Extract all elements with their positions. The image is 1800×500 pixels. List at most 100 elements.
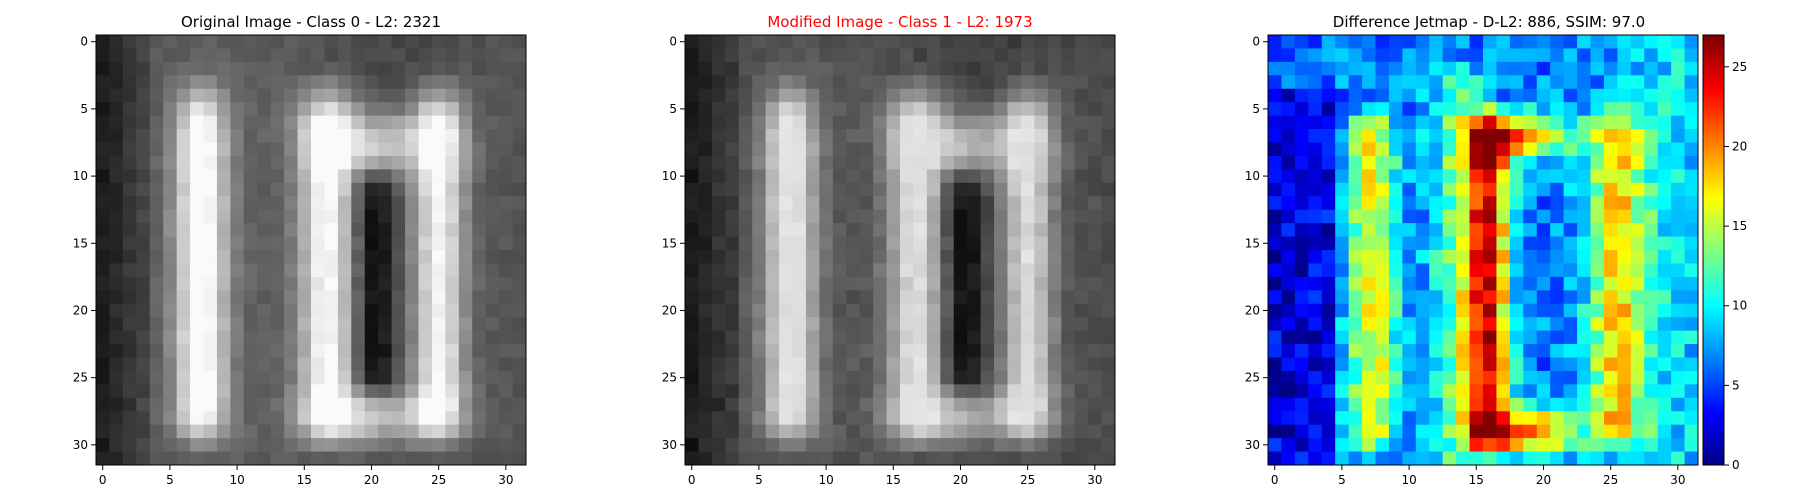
heatmap-cell <box>1375 250 1390 264</box>
heatmap-cell <box>243 357 258 372</box>
heatmap-cell <box>337 75 352 90</box>
heatmap-cell <box>913 155 928 170</box>
heatmap-cell <box>873 142 887 157</box>
heatmap-cell <box>109 290 124 305</box>
heatmap-cell <box>792 250 807 264</box>
heatmap-cell <box>1456 88 1470 103</box>
heatmap-cell <box>297 61 312 76</box>
heatmap-cell <box>1020 209 1035 224</box>
colorbar-segment <box>1703 164 1724 169</box>
heatmap-cell <box>779 48 793 63</box>
heatmap-cell <box>1388 263 1403 278</box>
heatmap-cell <box>1577 75 1591 90</box>
heatmap-cell <box>1020 317 1035 332</box>
heatmap-cell <box>284 303 298 318</box>
heatmap-cell <box>149 303 164 318</box>
heatmap-cell <box>485 88 500 103</box>
heatmap-cell <box>819 303 834 318</box>
heatmap-cell <box>243 344 258 358</box>
heatmap-cell <box>752 61 767 76</box>
heatmap-cell <box>122 61 137 76</box>
heatmap-cell <box>445 155 460 170</box>
heatmap-cell <box>1088 276 1102 291</box>
heatmap-cell <box>1469 182 1484 197</box>
heatmap-cell <box>230 451 245 466</box>
heatmap-cell <box>270 182 285 197</box>
heatmap-cell <box>765 169 780 184</box>
heatmap-cell <box>1429 61 1444 76</box>
heatmap-cell <box>1442 155 1457 170</box>
heatmap-cell <box>913 209 928 224</box>
heatmap-cell <box>1536 88 1551 103</box>
heatmap-cell <box>1509 397 1524 412</box>
heatmap-cell <box>1429 451 1444 466</box>
heatmap-cell <box>472 61 487 76</box>
heatmap-cell <box>418 370 433 385</box>
heatmap-cell <box>458 236 473 251</box>
heatmap-cell <box>405 330 419 345</box>
heatmap-cell <box>1657 397 1672 412</box>
heatmap-cell <box>1088 102 1102 117</box>
heatmap-cell <box>458 411 473 426</box>
heatmap-cell <box>1630 155 1645 170</box>
heatmap-cell <box>1268 451 1282 466</box>
heatmap-cell <box>1644 115 1659 130</box>
heatmap-cell <box>1442 424 1457 439</box>
heatmap-cell <box>109 424 124 439</box>
heatmap-cell <box>792 182 807 197</box>
heatmap-cell <box>364 48 379 63</box>
heatmap-cell <box>1294 438 1309 452</box>
heatmap-cell <box>1536 330 1551 345</box>
heatmap-cell <box>163 357 178 372</box>
heatmap-cell <box>1630 397 1645 412</box>
heatmap-cell <box>1684 169 1699 184</box>
heatmap-cell <box>873 438 887 452</box>
heatmap-cell <box>940 370 955 385</box>
heatmap-cell <box>1523 142 1538 157</box>
heatmap-cell <box>122 451 137 466</box>
heatmap-cell <box>1483 276 1497 291</box>
heatmap-cell <box>297 48 312 63</box>
heatmap-cell <box>1456 48 1470 63</box>
heatmap-cell <box>1577 290 1591 305</box>
heatmap-cell <box>190 330 204 345</box>
heatmap-cell <box>900 290 914 305</box>
heatmap-cell <box>994 344 1008 358</box>
heatmap-cell <box>980 438 995 452</box>
heatmap-cell <box>1034 169 1049 184</box>
heatmap-cell <box>1388 223 1403 237</box>
heatmap-cell <box>711 397 726 412</box>
heatmap-cell <box>1101 357 1116 372</box>
heatmap-cell <box>136 48 151 63</box>
heatmap-cell <box>203 129 218 143</box>
heatmap-cell <box>953 357 968 372</box>
heatmap-cell <box>1671 451 1685 466</box>
heatmap-cell <box>1469 61 1484 76</box>
heatmap-cell <box>1294 276 1309 291</box>
heatmap-cell <box>216 236 231 251</box>
heatmap-cell <box>1509 276 1524 291</box>
heatmap-cell <box>378 236 393 251</box>
heatmap-cell <box>472 115 487 130</box>
heatmap-cell <box>176 411 191 426</box>
heatmap-cell <box>1590 263 1605 278</box>
heatmap-cell <box>805 75 820 90</box>
heatmap-cell <box>738 196 753 211</box>
y-tick-label: 25 <box>662 371 677 385</box>
heatmap-cell <box>1429 182 1444 197</box>
heatmap-cell <box>1388 88 1403 103</box>
heatmap-cell <box>685 182 699 197</box>
heatmap-cell <box>1020 182 1035 197</box>
heatmap-cell <box>1523 48 1538 63</box>
heatmap-cell <box>230 330 245 345</box>
heatmap-cell <box>1415 48 1430 63</box>
heatmap-cell <box>243 290 258 305</box>
heatmap-cell <box>698 411 713 426</box>
heatmap-cell <box>337 169 352 184</box>
heatmap-cell <box>1281 370 1296 385</box>
heatmap-cell <box>873 397 887 412</box>
heatmap-cell <box>1509 424 1524 439</box>
heatmap-cell <box>284 330 298 345</box>
heatmap-cell <box>163 290 178 305</box>
heatmap-cell <box>1362 317 1376 332</box>
